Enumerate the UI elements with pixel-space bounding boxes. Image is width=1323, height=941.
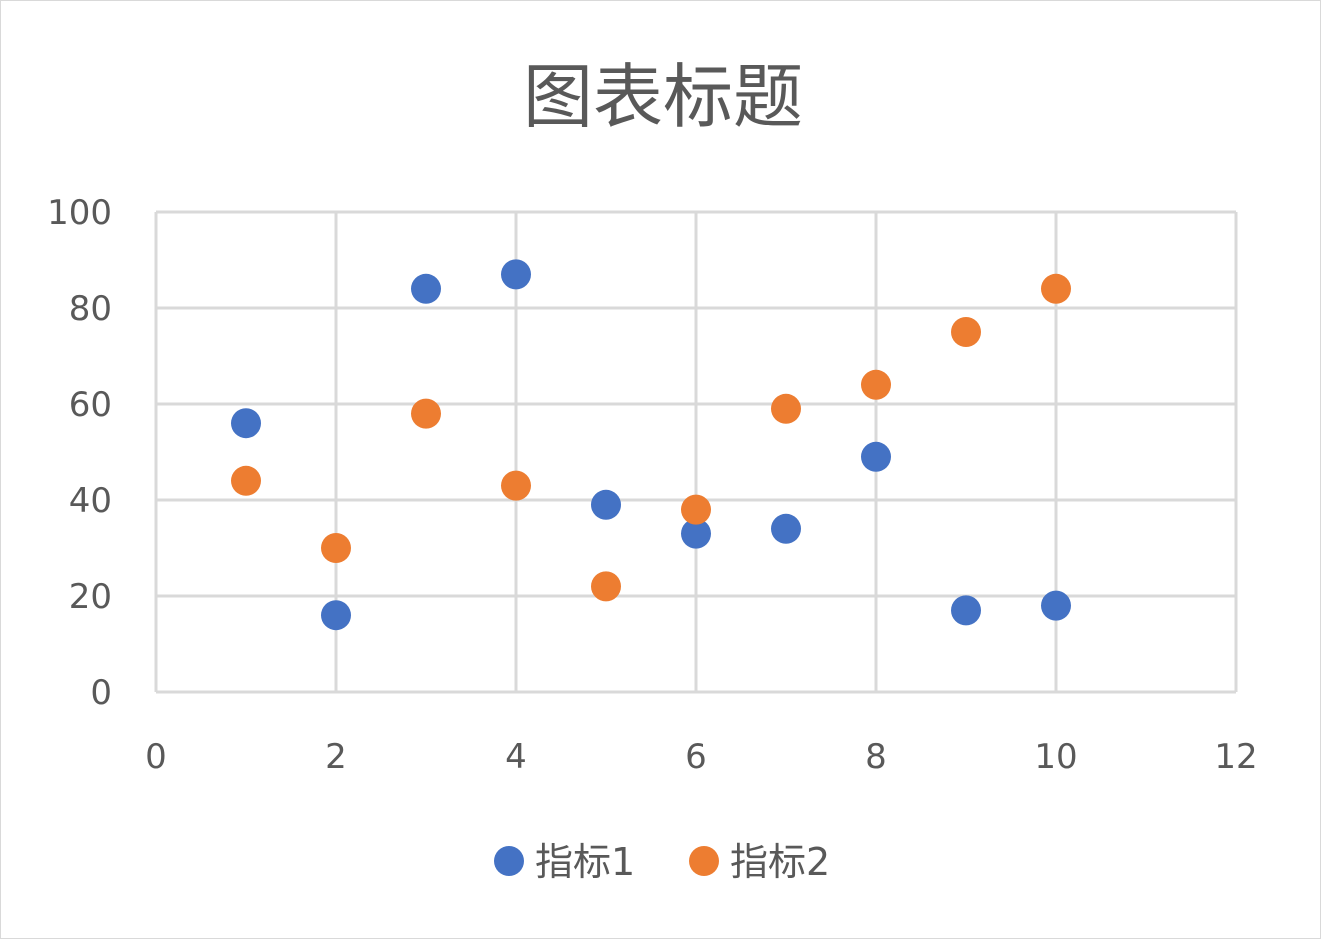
gridlines [156,210,1238,692]
data-point [411,398,441,429]
data-point [231,465,261,496]
data-point [321,533,351,563]
data-point [411,273,441,304]
chart-title: 图表标题 [523,56,803,138]
data-point [951,317,981,347]
data-point [771,393,801,424]
legend-marker [494,846,524,876]
data-point [681,494,711,525]
y-axis-tick-labels: 0 20 40 60 80 100 [47,193,112,713]
x-axis-tick-labels: 0 2 4 6 8 10 12 [145,737,1257,777]
x-tick-label: 4 [505,737,527,777]
data-point [231,408,261,439]
data-point [951,595,981,626]
legend: 指标1 指标2 [494,840,830,884]
y-tick-label: 80 [69,289,112,329]
y-tick-label: 60 [69,385,112,425]
data-point [1041,273,1071,304]
data-point [591,489,621,520]
legend-marker [689,846,719,876]
y-tick-label: 40 [69,481,112,521]
series-1 [231,259,1071,631]
legend-item: 指标2 [689,840,830,884]
data-point [771,513,801,544]
x-tick-label: 2 [325,737,347,777]
x-tick-label: 12 [1214,737,1257,777]
x-tick-label: 8 [865,737,887,777]
data-point [321,600,351,631]
data-point [1041,590,1071,621]
data-point [501,259,531,290]
x-tick-label: 0 [145,737,167,777]
x-tick-label: 6 [685,737,707,777]
legend-label: 指标2 [730,840,830,884]
x-tick-label: 10 [1034,737,1077,777]
y-tick-label: 100 [47,193,112,233]
data-point [501,470,531,501]
data-point [861,369,891,400]
data-point [861,441,891,472]
data-point [681,518,711,549]
legend-item: 指标1 [494,840,635,884]
legend-label: 指标1 [535,840,635,884]
series-2 [231,273,1071,602]
data-point [591,571,621,602]
y-tick-label: 0 [90,673,112,713]
axes [154,212,1236,694]
data-points [231,259,1071,631]
y-tick-label: 20 [69,577,112,617]
